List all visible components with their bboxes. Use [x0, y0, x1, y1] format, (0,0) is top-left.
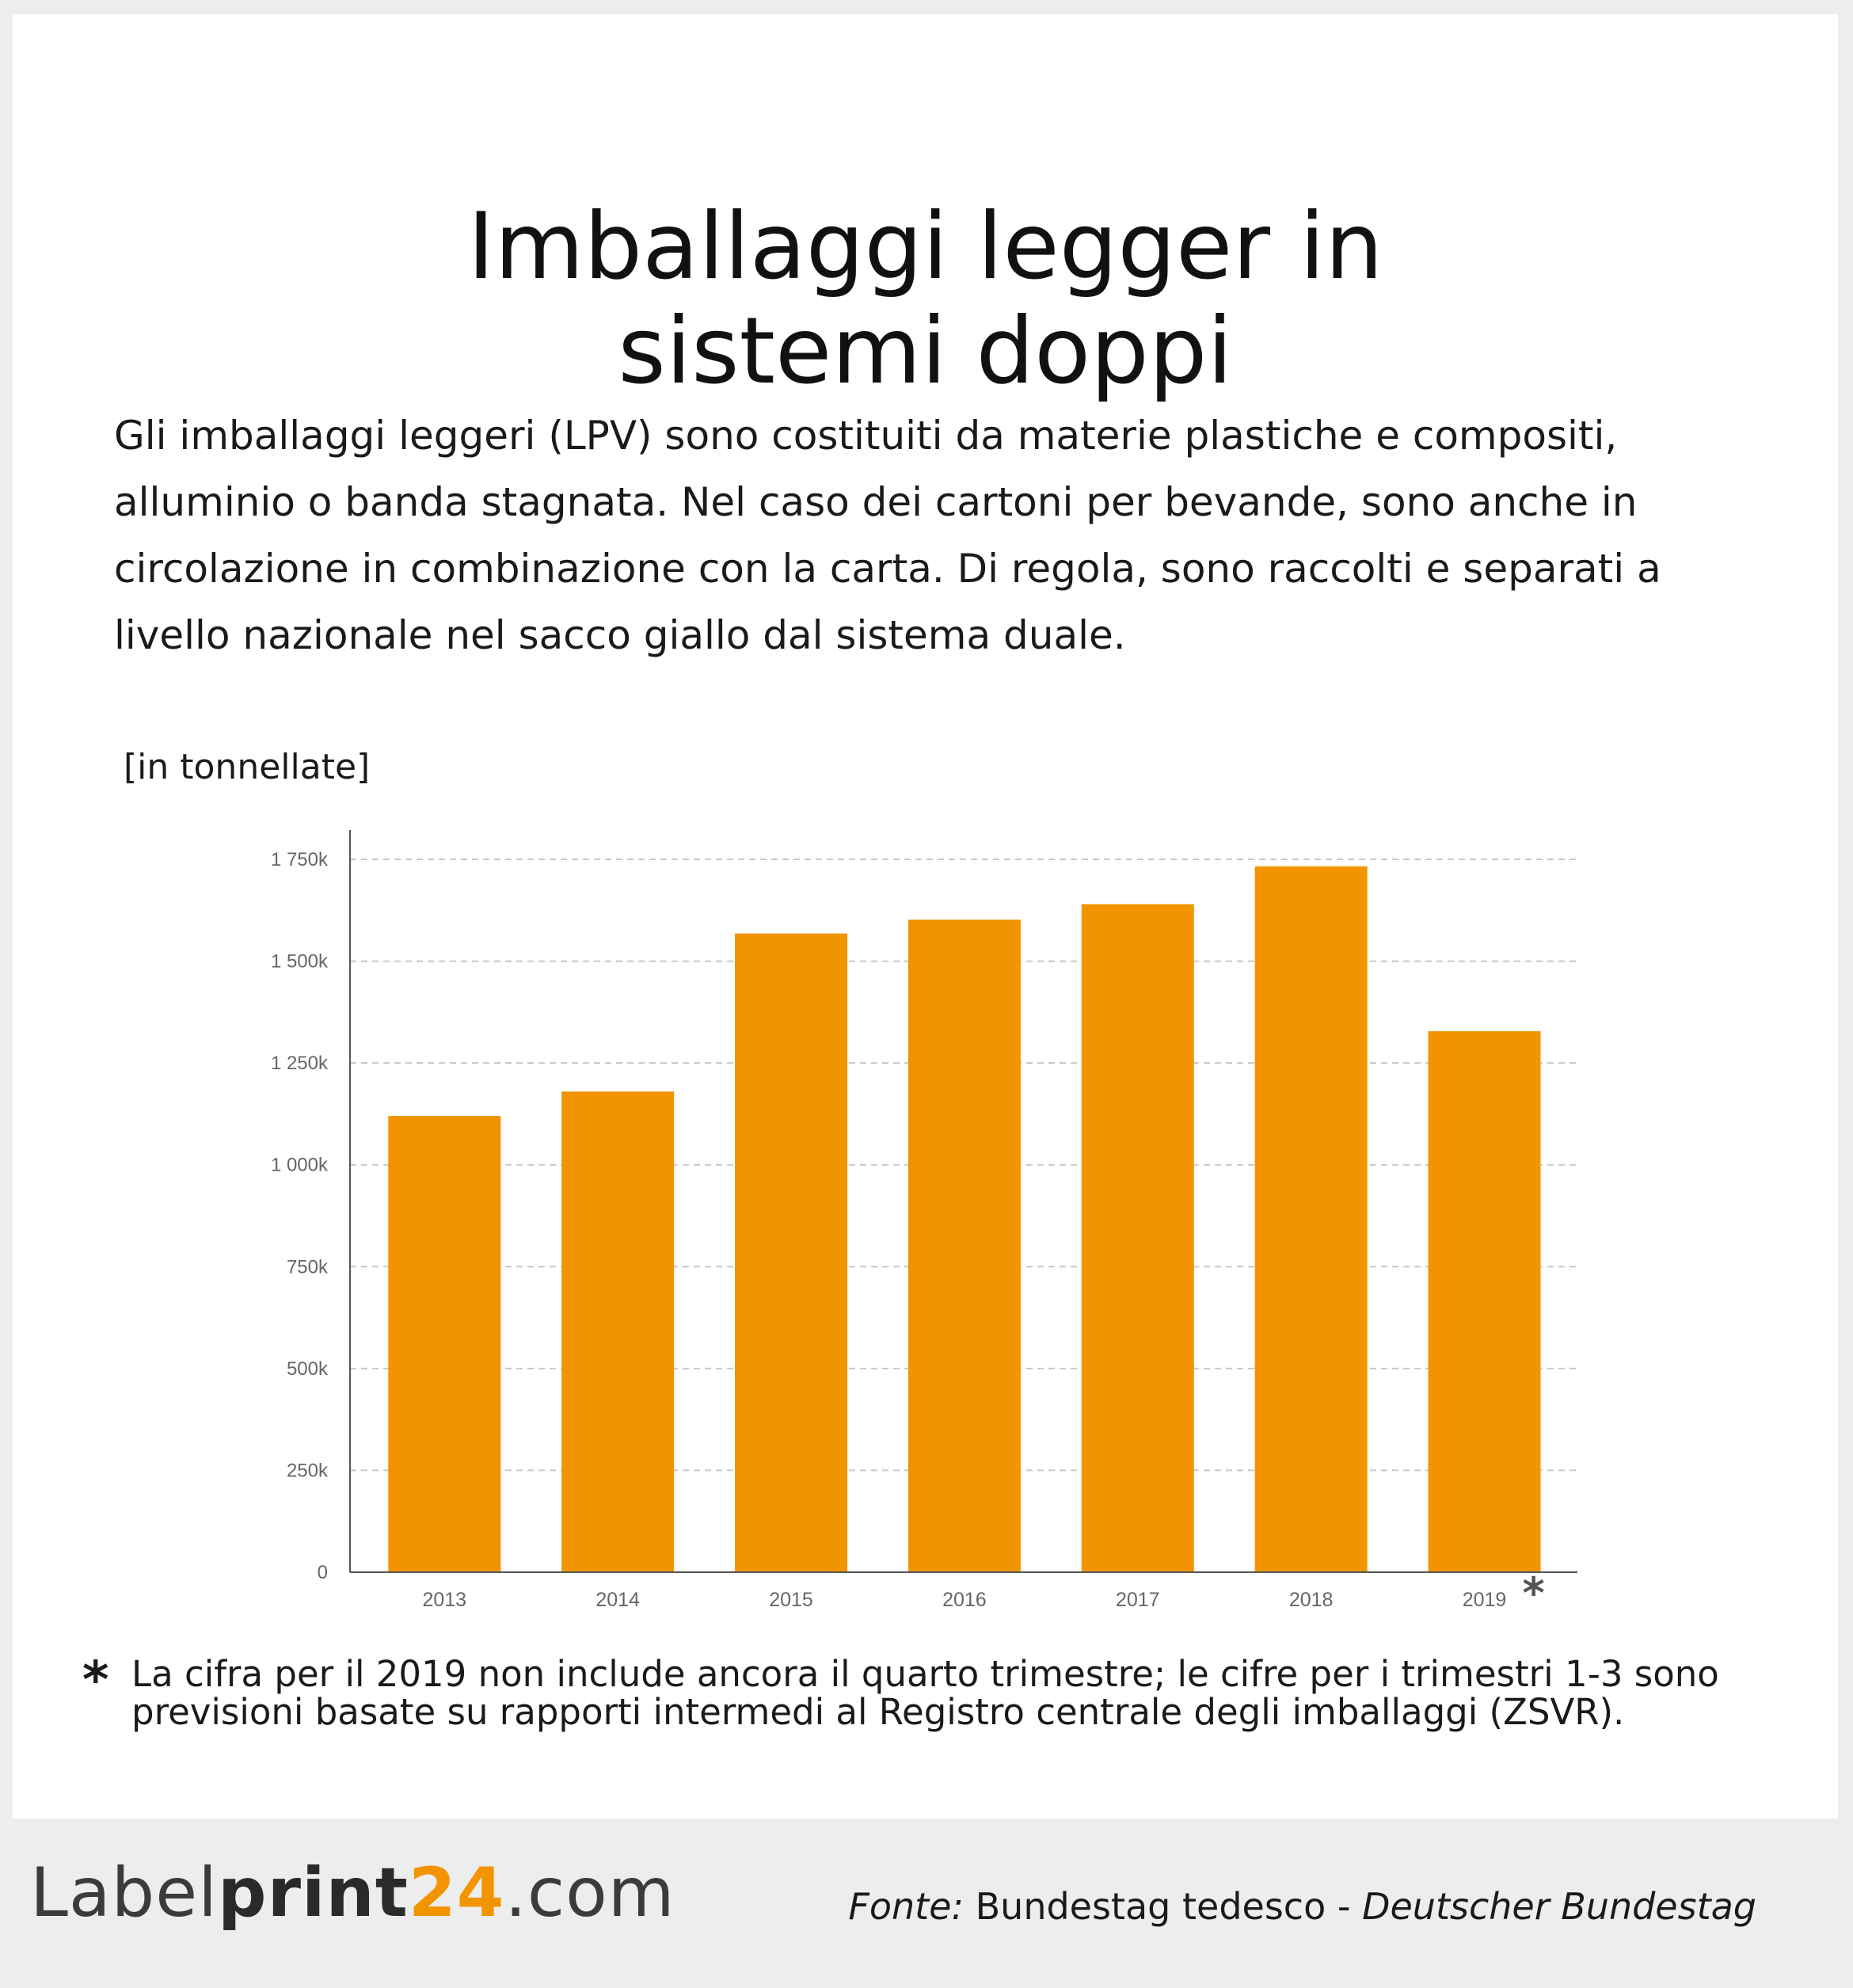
- y-tick-label: 1 000k: [271, 1155, 329, 1176]
- y-tick-label: 1 750k: [271, 849, 329, 870]
- x-tick-label: 2013: [422, 1589, 466, 1611]
- x-tick-label: 2019: [1463, 1589, 1507, 1611]
- y-tick-label: 250k: [287, 1460, 329, 1481]
- y-tick-label: 500k: [287, 1358, 329, 1380]
- source-prefix: Fonte:: [848, 1885, 964, 1928]
- bar-2017: [1081, 904, 1194, 1572]
- y-tick-label: 1 500k: [271, 951, 329, 973]
- bar-2015: [735, 933, 848, 1572]
- chart-labels: 0 250k 500k 750k 1 000k 1 250k 1 500k 1 750k 201…: [271, 849, 1545, 1618]
- title-line-1: Imballaggi legger in: [467, 192, 1383, 300]
- y-tick-label: 0: [318, 1562, 328, 1583]
- source-main: Bundestag tedesco -: [975, 1885, 1363, 1928]
- footnote-text: La cifra per il 2019 non include ancora …: [131, 1653, 1719, 1733]
- x-tick-label: 2018: [1289, 1589, 1334, 1611]
- chart-bars: [388, 866, 1541, 1572]
- brand-logo[interactable]: Labelprint24.com: [30, 1853, 675, 1933]
- footnote: * La cifra per il 2019 non include ancor…: [82, 1655, 1785, 1731]
- unit-label: [in tonnellate]: [124, 747, 371, 787]
- title-line-2: sistemi doppi: [618, 297, 1233, 405]
- logo-part-com: .com: [504, 1853, 675, 1933]
- footnote-marker: *: [82, 1651, 109, 1710]
- intro-paragraph: Gli imballaggi leggeri (LPV) sono costit…: [114, 413, 1661, 658]
- logo-part-24: 24: [408, 1853, 505, 1933]
- x-tick-label: 2014: [595, 1589, 640, 1611]
- logo-part-print: print: [218, 1853, 409, 1933]
- source-credit: Fonte: Bundestag tedesco - Deutscher Bun…: [848, 1885, 1756, 1928]
- y-tick-label: 1 250k: [271, 1053, 329, 1074]
- source-italic: Deutscher Bundestag: [1362, 1885, 1756, 1928]
- bar-2018: [1254, 866, 1368, 1572]
- x-tick-label: 2016: [942, 1589, 987, 1611]
- bar-chart: 0 250k 500k 750k 1 000k 1 250k 1 500k 1 750k 201…: [271, 830, 1577, 1618]
- page-title: Imballaggi legger in sistemi doppi: [13, 192, 1838, 405]
- x-tick-label: 2017: [1116, 1589, 1160, 1611]
- bar-2019: [1428, 1031, 1541, 1572]
- y-tick-label: 750k: [287, 1256, 329, 1278]
- logo-part-label: Label: [30, 1853, 219, 1933]
- bar-2014: [561, 1091, 675, 1572]
- x-tick-label: 2015: [769, 1589, 813, 1611]
- bar-2016: [907, 920, 1021, 1572]
- bar-2013: [388, 1116, 501, 1572]
- annotation-marker: *: [1523, 1568, 1545, 1618]
- chart-axes: [349, 830, 1577, 1573]
